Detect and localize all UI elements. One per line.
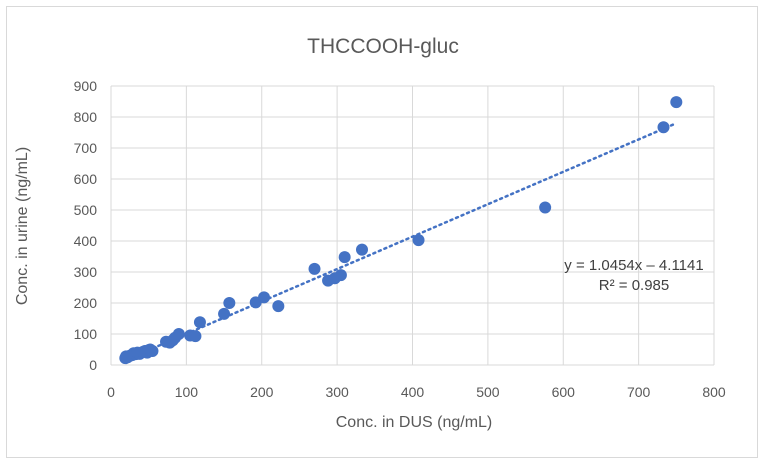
y-tick-label: 900 xyxy=(74,78,98,94)
y-tick-label: 700 xyxy=(74,140,98,156)
y-tick-label: 600 xyxy=(74,171,98,187)
trendline xyxy=(124,121,678,362)
data-points xyxy=(119,96,683,365)
data-point xyxy=(146,345,159,358)
y-tick-label: 400 xyxy=(74,233,98,249)
chart-frame xyxy=(6,6,758,458)
data-point xyxy=(223,297,236,309)
data-point xyxy=(539,201,552,214)
y-tick-label: 500 xyxy=(74,202,98,218)
r-squared-label: R² = 0.985 xyxy=(599,277,669,294)
data-point xyxy=(258,291,271,304)
data-point xyxy=(338,251,351,264)
y-tick-label: 300 xyxy=(74,264,98,280)
chart-title: THCCOOH-gluc xyxy=(307,35,459,58)
y-tick-label: 0 xyxy=(89,357,97,373)
x-tick-labels: 0 100 200 300 400 500 600 700 800 xyxy=(107,384,726,400)
x-tick-label: 300 xyxy=(325,384,349,400)
grid-lines xyxy=(110,85,715,366)
trendline-equation: y = 1.0454x – 4.1141 xyxy=(564,257,703,274)
data-point xyxy=(355,243,368,256)
x-tick-label: 0 xyxy=(107,384,115,400)
x-tick-label: 500 xyxy=(476,384,500,400)
x-tick-label: 400 xyxy=(401,384,425,400)
x-tick-label: 700 xyxy=(627,384,651,400)
data-point xyxy=(272,300,285,313)
data-point xyxy=(193,316,206,329)
x-tick-label: 600 xyxy=(552,384,576,400)
data-point xyxy=(189,330,202,343)
y-tick-labels: 0 100 200 300 400 500 600 700 800 900 xyxy=(74,78,98,373)
x-tick-label: 100 xyxy=(175,384,199,400)
data-point xyxy=(172,328,185,340)
data-point xyxy=(657,121,670,134)
y-tick-label: 100 xyxy=(74,326,98,342)
data-point xyxy=(670,96,683,109)
x-tick-label: 200 xyxy=(250,384,274,400)
data-point xyxy=(334,269,347,282)
x-axis-title: Conc. in DUS (ng/mL) xyxy=(336,414,493,431)
data-point xyxy=(308,262,321,275)
y-axis-title: Conc. in urine (ng/mL) xyxy=(14,147,31,305)
data-point xyxy=(412,234,425,247)
y-tick-label: 200 xyxy=(74,295,98,311)
y-tick-label: 800 xyxy=(74,109,98,125)
data-point xyxy=(218,307,231,320)
x-tick-label: 800 xyxy=(702,384,726,400)
